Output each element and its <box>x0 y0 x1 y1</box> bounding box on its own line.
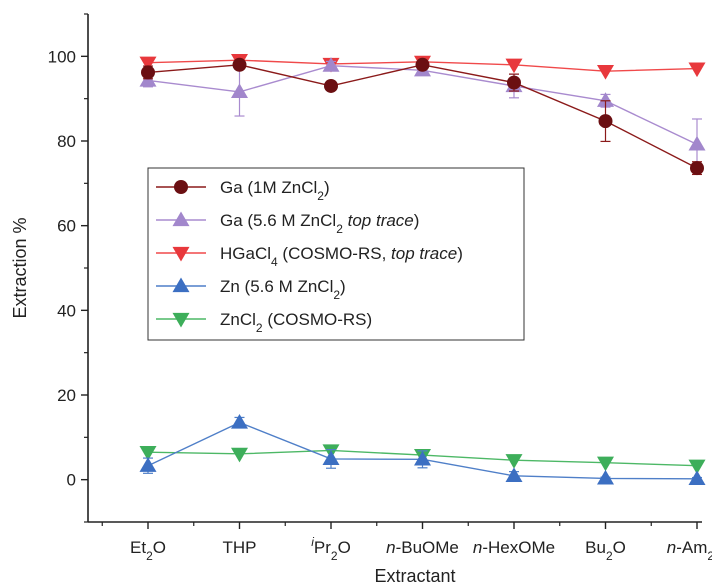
data-point <box>688 62 706 78</box>
data-point <box>231 447 248 463</box>
legend: Ga (1M ZnCl2) Ga (5.6 M ZnCl2 top trace) H… <box>147 167 525 341</box>
y-tick-label: 100 <box>48 47 76 66</box>
data-point <box>414 450 431 466</box>
series-layer <box>139 54 706 485</box>
series-line <box>147 64 698 169</box>
legend-entry-4: ZnCl2 (COSMO-RS) <box>156 310 372 335</box>
data-point <box>688 470 706 485</box>
series-3 <box>139 414 706 485</box>
data-point <box>505 454 523 469</box>
series-line <box>147 64 698 146</box>
data-point <box>505 58 523 74</box>
x-tick-label: n-HexOMe <box>473 538 555 557</box>
data-point <box>597 65 614 80</box>
legend-marker <box>172 246 190 262</box>
data-point <box>324 78 338 93</box>
data-point <box>139 446 157 461</box>
x-tick-label: n-Am2O <box>667 538 712 563</box>
x-tick-label: Bu2O <box>585 538 626 563</box>
data-point <box>688 459 706 475</box>
y-tick-label: 20 <box>57 386 76 405</box>
data-point <box>141 65 155 80</box>
y-axis-title: Extraction % <box>10 217 30 318</box>
data-point <box>139 457 157 472</box>
legend-box <box>147 167 525 341</box>
legend-label: Ga (5.6 M ZnCl2 top trace) <box>220 211 419 236</box>
data-point <box>507 75 521 90</box>
x-tick-label: iPr2O <box>311 535 351 563</box>
data-point <box>139 56 157 72</box>
y-tick-label: 60 <box>57 217 76 236</box>
series-0 <box>141 57 704 176</box>
x-tick-label: n-BuOMe <box>386 538 459 557</box>
legend-entry-0: Ga (1M ZnCl2) <box>156 178 330 203</box>
data-point <box>322 57 340 72</box>
legend-entry-2: HGaCl4 (COSMO-RS, top trace) <box>156 244 463 269</box>
legend-marker <box>174 180 188 194</box>
axes: 0 20 40 60 80 100 Et2O THP iPr2O n-BuOMe n-HexOMe B… <box>48 13 712 563</box>
x-axis-title: Extractant <box>374 566 455 586</box>
x-tick-label: Et2O <box>130 538 166 563</box>
legend-label: HGaCl4 (COSMO-RS, top trace) <box>220 244 463 269</box>
legend-entry-1: Ga (5.6 M ZnCl2 top trace) <box>156 211 419 236</box>
data-point <box>231 414 248 429</box>
y-tick-label: 40 <box>57 301 76 320</box>
data-point <box>688 135 706 151</box>
data-point <box>505 467 523 482</box>
data-point <box>597 469 614 485</box>
data-point <box>597 456 614 472</box>
legend-label: ZnCl2 (COSMO-RS) <box>220 310 372 335</box>
y-tick-label: 0 <box>67 471 76 490</box>
legend-marker <box>172 211 190 227</box>
legend-entry-3: Zn (5.6 M ZnCl2) <box>156 277 346 302</box>
legend-label: Zn (5.6 M ZnCl2) <box>220 277 346 302</box>
data-point <box>322 450 340 466</box>
data-point <box>690 161 704 176</box>
data-point <box>598 114 613 129</box>
legend-marker <box>172 277 190 293</box>
legend-label: Ga (1M ZnCl2) <box>220 178 330 203</box>
x-tick-label: THP <box>223 538 257 557</box>
data-point <box>232 57 247 72</box>
data-point <box>597 92 614 107</box>
series-1 <box>139 57 706 171</box>
data-point <box>231 83 248 99</box>
legend-marker <box>172 312 190 328</box>
y-tick-label: 80 <box>57 132 76 151</box>
data-point <box>415 57 430 72</box>
